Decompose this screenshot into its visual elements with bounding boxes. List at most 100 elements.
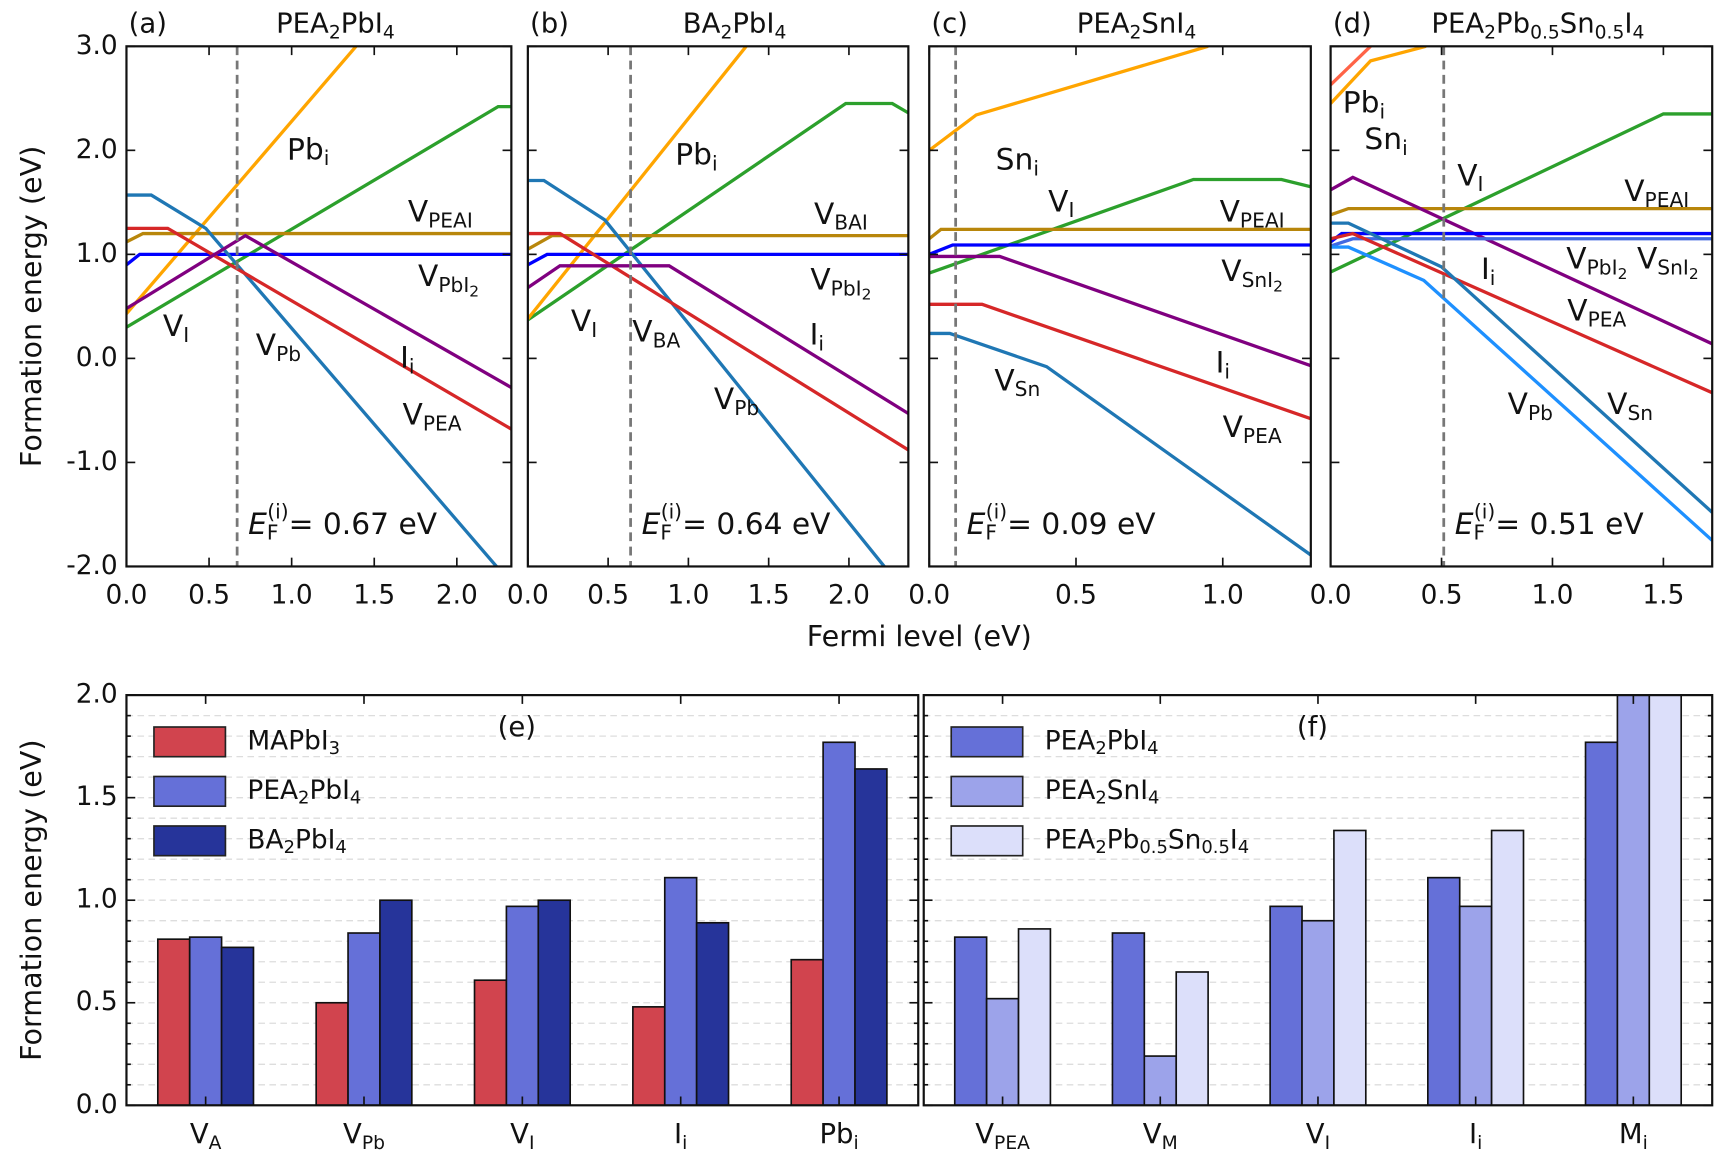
text-part: V — [810, 262, 831, 297]
y-tick-label: -2.0 — [66, 551, 117, 581]
series-line — [1330, 175, 1713, 346]
x-tick-label: 1.0 — [1202, 581, 1244, 611]
text-part: MAPbI — [247, 726, 328, 756]
panel-label: (b) — [530, 7, 569, 39]
series-label: VPbI2 — [418, 259, 479, 300]
series-label: VPbI2 — [810, 262, 871, 303]
legend-label: PEA2Pb0.5Sn0.5I4 — [1045, 825, 1249, 858]
text-part: = 0.64 eV — [682, 506, 831, 541]
series-line — [527, 252, 909, 267]
text-part: PEA — [1045, 825, 1096, 855]
text-part: PbI — [295, 825, 335, 855]
text-part: SnI — [1657, 255, 1689, 279]
text-part: Pb — [1496, 7, 1530, 39]
series-line — [126, 231, 512, 244]
legend-swatch — [950, 775, 1024, 808]
text-part: V — [1607, 387, 1628, 422]
text-part: BA — [683, 7, 721, 39]
series-label: Sni — [996, 142, 1039, 180]
panel-title: PEA2Pb0.5Sn0.5I4 — [1431, 7, 1644, 43]
text-part: 2 — [1095, 738, 1106, 759]
y-tick-label: 1.0 — [76, 239, 118, 269]
series-label: VPb — [714, 382, 759, 420]
bar — [1616, 695, 1651, 1106]
series-label: VPEA — [1223, 410, 1282, 448]
legend-label: PEA2PbI4 — [247, 775, 361, 808]
text-part: BA — [653, 328, 681, 352]
text-part: PbI — [341, 7, 383, 39]
bar — [220, 946, 255, 1106]
text-part: V — [1048, 184, 1069, 219]
bar — [632, 1006, 666, 1106]
series-line — [1330, 237, 1713, 248]
text-part: 2 — [1484, 22, 1496, 43]
text-part: PbI — [438, 273, 469, 297]
text-part: 4 — [383, 22, 395, 43]
bar — [379, 899, 413, 1106]
text-part: F — [267, 520, 279, 544]
text-part: V — [632, 314, 653, 349]
text-part: (i) — [1474, 499, 1495, 523]
bar — [1490, 829, 1525, 1106]
text-part: I — [591, 317, 597, 341]
text-part: M — [1162, 1133, 1178, 1154]
text-part: PbI — [831, 276, 862, 300]
bar — [1017, 928, 1052, 1106]
legend-swatch — [153, 825, 227, 857]
text-part: V — [408, 194, 429, 229]
text-part: 4 — [350, 788, 361, 809]
panel-label: (d) — [1333, 7, 1372, 39]
text-part: i — [818, 331, 824, 355]
text-part: i — [853, 1133, 858, 1154]
text-part: (i) — [661, 499, 682, 523]
legend-label: PEA2PbI4 — [1045, 726, 1159, 759]
text-part: V — [1637, 241, 1658, 276]
text-part: 4 — [1633, 22, 1645, 43]
text-part: V — [1624, 173, 1645, 208]
series-label: VPb — [256, 327, 301, 365]
text-part: (i) — [986, 499, 1007, 523]
bar — [1111, 932, 1146, 1106]
text-part: E — [642, 506, 661, 541]
legend-label: BA2PbI4 — [247, 825, 346, 858]
text-part: V — [1306, 1118, 1325, 1150]
bar — [663, 876, 698, 1106]
x-tick-label: 0.5 — [188, 581, 230, 611]
text-part: i — [324, 146, 330, 170]
series-label: VSn — [994, 363, 1040, 401]
series-line — [929, 177, 1311, 275]
text-part: PbI — [309, 775, 349, 805]
text-part: V — [1143, 1118, 1162, 1150]
series-line — [1330, 206, 1713, 217]
y-tick-label: 0.5 — [76, 987, 118, 1017]
text-part: 2 — [862, 285, 872, 303]
y-axis-label: Formation energy (eV) — [14, 146, 48, 467]
bar — [1584, 741, 1619, 1106]
text-part: I — [1216, 345, 1225, 380]
text-part: V — [256, 327, 277, 362]
text-part: PbI — [1107, 726, 1147, 756]
text-part: 4 — [1184, 22, 1196, 43]
series-line — [527, 101, 909, 322]
text-part: = 0.67 eV — [289, 506, 438, 541]
series-line — [527, 231, 909, 452]
y-tick-label: 0.0 — [76, 1090, 118, 1120]
text-part: F — [660, 520, 672, 544]
panel-title: BA2PbI4 — [683, 7, 787, 43]
x-tick-label: 1.0 — [1531, 581, 1573, 611]
text-part: 4 — [335, 837, 346, 858]
bar — [790, 958, 824, 1106]
panel-label: (f) — [1297, 711, 1328, 743]
series-line — [527, 46, 748, 320]
panel-label: (e) — [498, 711, 536, 743]
text-part: 2 — [469, 282, 479, 300]
x-tick-label: 0.0 — [507, 581, 549, 611]
text-part: 2 — [1130, 22, 1142, 43]
text-part: V — [1221, 254, 1242, 289]
text-part: 4 — [1238, 837, 1249, 858]
text-part: Pb — [1107, 825, 1140, 855]
text-part: PbI — [1587, 255, 1618, 279]
x-tick-label: Mi — [1619, 1118, 1648, 1154]
x-tick-label: 2.0 — [436, 581, 478, 611]
text-part: V — [1457, 158, 1478, 193]
